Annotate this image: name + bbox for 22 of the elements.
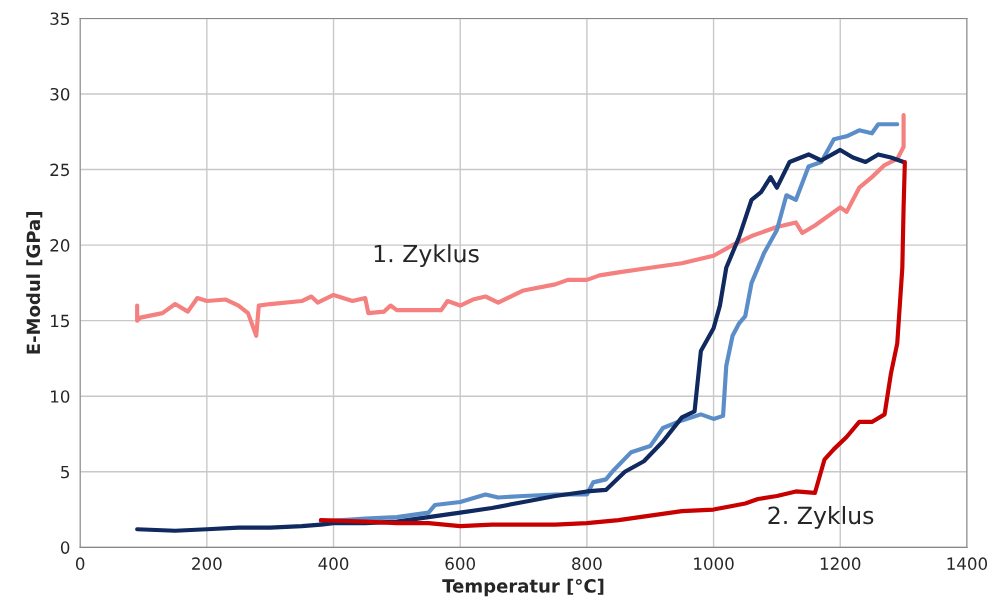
y-tick-label: 10 — [51, 390, 70, 403]
y-tick-label: 0 — [60, 541, 70, 554]
x-axis-title: Temperatur [°C] — [442, 578, 604, 597]
y-tick-label: 15 — [51, 314, 69, 328]
line-series — [135, 147, 906, 533]
x-tick-label: 600 — [445, 557, 475, 570]
x-tick-label: 1000 — [694, 557, 734, 570]
y-tick-label: 5 — [61, 465, 69, 479]
annotation: 2. Zyklus — [768, 505, 874, 529]
annotation: 1. Zyklus — [374, 244, 479, 268]
x-tick-label: 800 — [572, 557, 602, 570]
y-tick-label: 35 — [50, 12, 69, 26]
line-series — [135, 113, 906, 338]
x-tick-label: 400 — [318, 557, 349, 570]
x-tick-label: 1200 — [820, 557, 861, 570]
y-tick-label: 20 — [50, 239, 70, 252]
y-tick-label: 25 — [50, 163, 69, 177]
x-tick-label: 1400 — [947, 557, 988, 570]
x-tick-label: 200 — [192, 557, 222, 570]
y-tick-label: 30 — [50, 87, 70, 101]
y-axis-title: E-Modul [GPa] — [26, 212, 43, 354]
x-tick-label: 0 — [75, 557, 85, 570]
